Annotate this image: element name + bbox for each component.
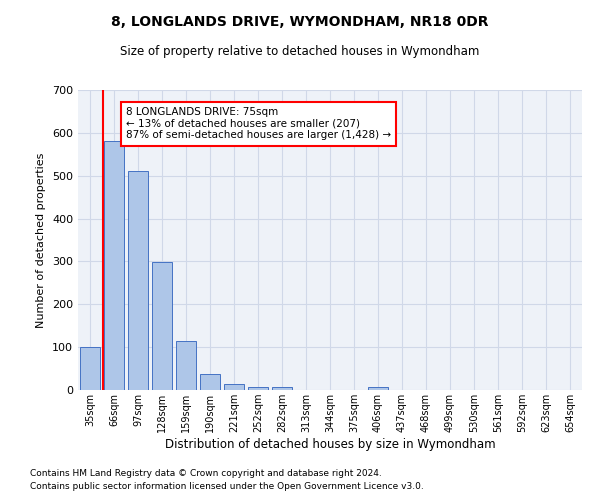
Bar [368,388,388,390]
Bar [176,340,196,390]
Bar [104,142,124,390]
Text: Size of property relative to detached houses in Wymondham: Size of property relative to detached ho… [121,45,479,58]
Bar [128,172,148,390]
Bar [152,262,172,390]
Text: 8, LONGLANDS DRIVE, WYMONDHAM, NR18 0DR: 8, LONGLANDS DRIVE, WYMONDHAM, NR18 0DR [111,15,489,29]
Text: 8 LONGLANDS DRIVE: 75sqm
← 13% of detached houses are smaller (207)
87% of semi-: 8 LONGLANDS DRIVE: 75sqm ← 13% of detach… [126,107,391,140]
Bar [224,384,244,390]
Bar [80,347,100,390]
Bar [248,386,268,390]
Text: Contains HM Land Registry data © Crown copyright and database right 2024.: Contains HM Land Registry data © Crown c… [30,468,382,477]
Text: Contains public sector information licensed under the Open Government Licence v3: Contains public sector information licen… [30,482,424,491]
Bar [200,374,220,390]
Y-axis label: Number of detached properties: Number of detached properties [37,152,46,328]
Bar [272,388,292,390]
X-axis label: Distribution of detached houses by size in Wymondham: Distribution of detached houses by size … [164,438,496,451]
